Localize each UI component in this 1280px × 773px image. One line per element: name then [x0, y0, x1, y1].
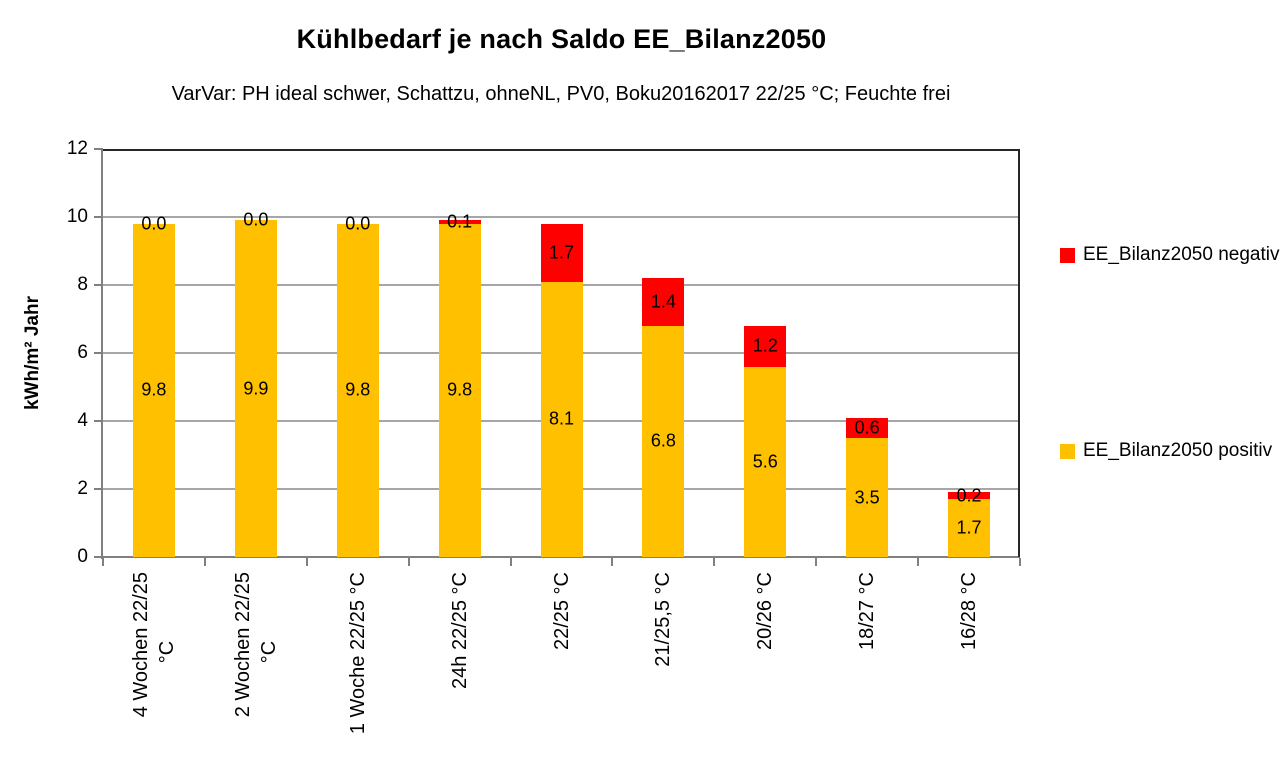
x-axis-tick [1019, 558, 1021, 566]
legend-item: EE_Bilanz2050 negativ [1060, 240, 1279, 270]
data-label-negativ: 1.2 [752, 335, 778, 356]
x-axis-tick [203, 558, 206, 566]
y-axis-tick [94, 284, 103, 286]
bar-segment-negativ [846, 417, 889, 438]
data-label-positiv: 8.1 [548, 408, 575, 429]
x-category-label: 1 Woche 22/25 °C [346, 572, 369, 735]
x-category-label: 20/26 °C [754, 572, 777, 651]
x-axis-line [101, 556, 1020, 558]
legend-swatch-icon [1060, 247, 1075, 263]
x-axis-tick [407, 558, 410, 566]
gridline [103, 216, 1020, 218]
data-label-negativ: 0.0 [141, 213, 167, 234]
y-axis-tick [94, 420, 103, 422]
bar-segment-negativ [438, 220, 481, 224]
x-category-label: 2 Wochen 22/25 °C [230, 572, 282, 732]
bar-segment-positiv [642, 325, 685, 557]
y-axis-tick [94, 216, 103, 218]
y-axis-line [101, 149, 103, 559]
data-label-negativ: 1.4 [650, 291, 676, 312]
x-axis-tick [305, 558, 308, 566]
bar-segment-negativ [948, 492, 991, 500]
x-category-label: 18/27 °C [856, 572, 879, 651]
legend-item: EE_Bilanz2050 positiv [1060, 436, 1272, 466]
x-category-label-line: °C [155, 640, 178, 664]
y-tick-label: 12 [66, 138, 88, 159]
data-label-positiv: 9.8 [141, 379, 167, 400]
bar-segment-positiv [948, 499, 991, 557]
y-tick-label: 0 [77, 546, 88, 567]
bar-segment-positiv [336, 223, 379, 557]
y-axis-tick [94, 556, 103, 558]
bar-segment-positiv [132, 223, 175, 557]
data-label-negativ: 0.6 [854, 417, 880, 438]
legend-swatch-icon [1060, 443, 1075, 459]
y-tick-label: 2 [77, 478, 88, 499]
bar-segment-positiv [540, 281, 583, 557]
x-category-label: 21/25,5 °C [652, 572, 675, 667]
bar-segment-positiv [234, 220, 277, 557]
bar-segment-positiv [744, 366, 787, 557]
x-category-label: 22/25 °C [550, 572, 573, 651]
data-label-negativ: 0.0 [243, 209, 269, 230]
y-tick-label: 6 [77, 342, 88, 363]
chart-title: Kühlbedarf je nach Saldo EE_Bilanz2050 [296, 24, 827, 54]
data-label-negativ: 0.2 [956, 485, 982, 506]
x-category-label-line: °C [257, 640, 280, 664]
data-label-positiv: 6.8 [650, 430, 676, 451]
data-label-positiv: 3.5 [854, 487, 880, 507]
y-tick-label: 4 [77, 410, 88, 431]
x-axis-tick [102, 558, 104, 566]
bar-segment-negativ [642, 278, 685, 326]
data-label-positiv: 1.7 [956, 517, 982, 538]
y-axis-title: kWh/m² Jahr [22, 295, 43, 411]
x-axis-tick [815, 558, 818, 566]
x-axis-tick [917, 558, 920, 566]
y-tick-label: 8 [77, 274, 88, 295]
bar-segment-positiv [846, 438, 889, 557]
bar-segment-positiv [438, 223, 481, 557]
legend-label: EE_Bilanz2050 negativ [1083, 244, 1280, 265]
data-label-negativ: 0.1 [447, 211, 473, 232]
y-axis-tick [94, 352, 103, 354]
y-axis-tick [94, 148, 103, 150]
x-category-label: 16/28 °C [958, 572, 981, 651]
data-label-positiv: 9.9 [243, 378, 269, 399]
bar-segment-negativ [744, 325, 787, 367]
data-label-negativ: 1.7 [548, 242, 575, 263]
x-category-label: 24h 22/25 °C [448, 572, 471, 689]
y-tick-label: 10 [66, 206, 88, 227]
data-label-positiv: 9.8 [447, 379, 473, 400]
data-label-positiv: 9.8 [345, 379, 371, 400]
x-axis-tick [611, 558, 614, 566]
data-label-positiv: 5.6 [752, 451, 778, 472]
x-category-label-line: 4 Wochen 22/25 [129, 572, 152, 718]
x-category-label-line: 2 Wochen 22/25 [231, 572, 254, 718]
y-axis-tick [94, 488, 103, 490]
legend-label: EE_Bilanz2050 positiv [1083, 440, 1273, 461]
bar-segment-negativ [540, 223, 583, 282]
x-axis-tick [713, 558, 716, 566]
x-axis-tick [509, 558, 512, 566]
chart-subtitle: VarVar: PH ideal schwer, Schattzu, ohneN… [171, 83, 951, 105]
x-category-label: 4 Wochen 22/25 °C [128, 572, 180, 732]
data-label-negativ: 0.0 [345, 213, 371, 234]
